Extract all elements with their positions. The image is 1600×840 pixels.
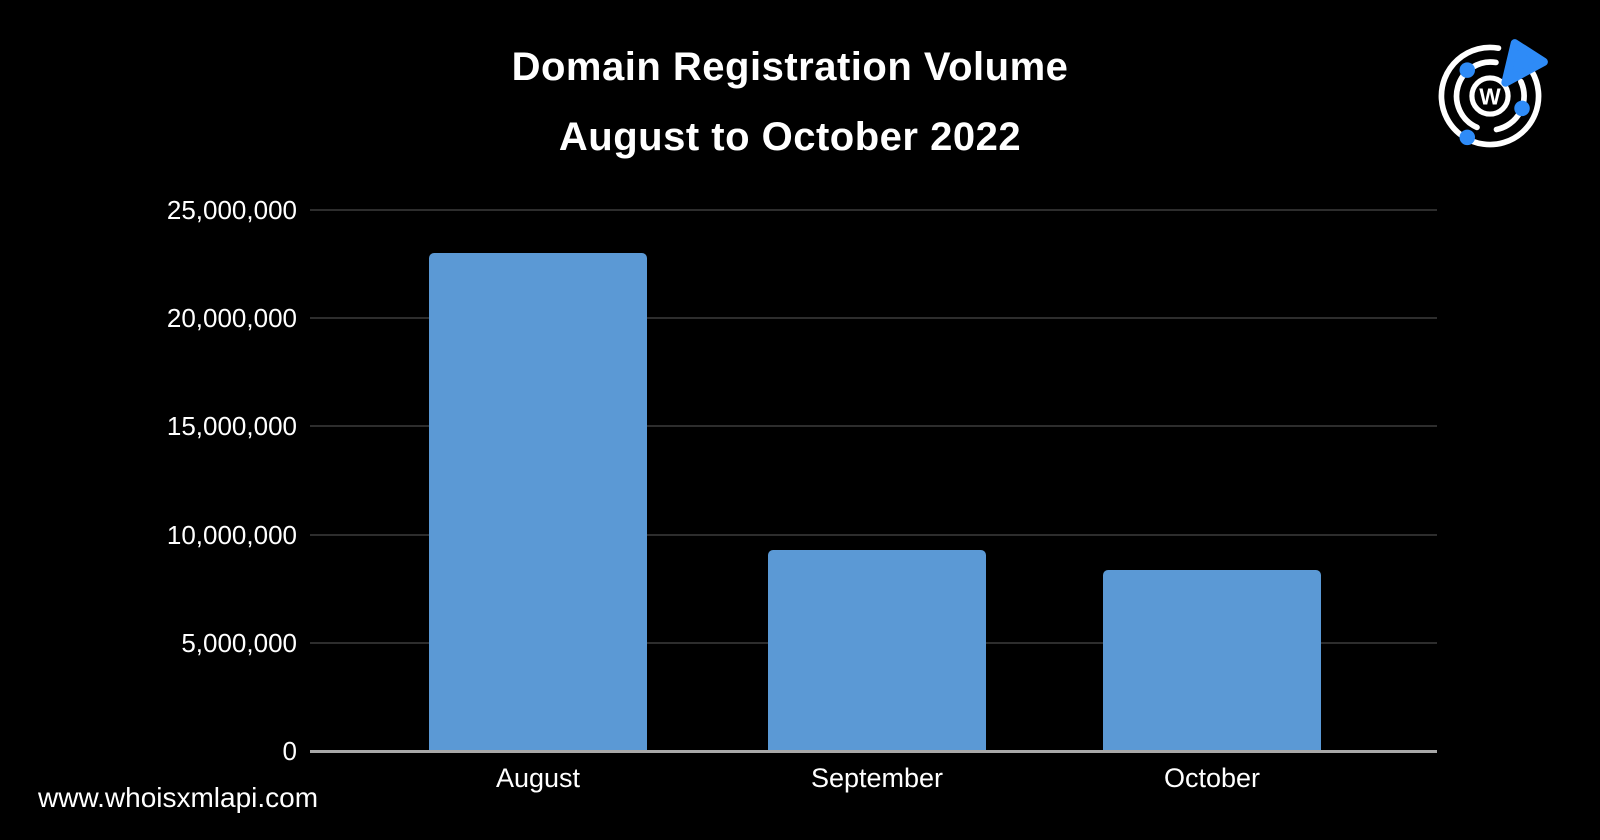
logo-dot-lower-left <box>1459 129 1476 146</box>
website-url: www.whoisxmlapi.com <box>38 782 319 813</box>
y-tick-label: 20,000,000 <box>166 303 297 334</box>
logo-dot-right <box>1514 100 1530 117</box>
bar-august <box>429 253 647 751</box>
whoisxmlapi-radar-logo: W <box>1438 39 1548 148</box>
x-tick-label: September <box>810 763 944 793</box>
y-tick-label: 0 <box>282 736 297 766</box>
y-tick-label: 5,000,000 <box>181 627 297 658</box>
y-tick-label: 15,000,000 <box>166 411 297 442</box>
gridline <box>310 209 1437 211</box>
y-tick-label: 25,000,000 <box>166 195 297 225</box>
gridline <box>310 425 1437 428</box>
logo-dot-upper-left <box>1459 62 1476 78</box>
bar-september <box>768 549 986 751</box>
gridline <box>310 317 1437 320</box>
bar-october <box>1103 570 1321 751</box>
x-tick-label: October <box>1163 763 1261 793</box>
x-tick-label: August <box>495 763 581 793</box>
logo-letter: W <box>1479 83 1501 109</box>
x-axis-baseline <box>310 749 1437 753</box>
logo-middle-ring-left <box>1453 59 1499 131</box>
chart-subtitle: August to October 2022 <box>558 115 1022 159</box>
chart-title: Domain Registration Volume <box>511 45 1069 89</box>
y-tick-label: 10,000,000 <box>166 519 297 550</box>
logo-inner-ring <box>1469 75 1511 117</box>
gridline <box>310 533 1437 536</box>
logo-beam-icon <box>1501 39 1548 87</box>
